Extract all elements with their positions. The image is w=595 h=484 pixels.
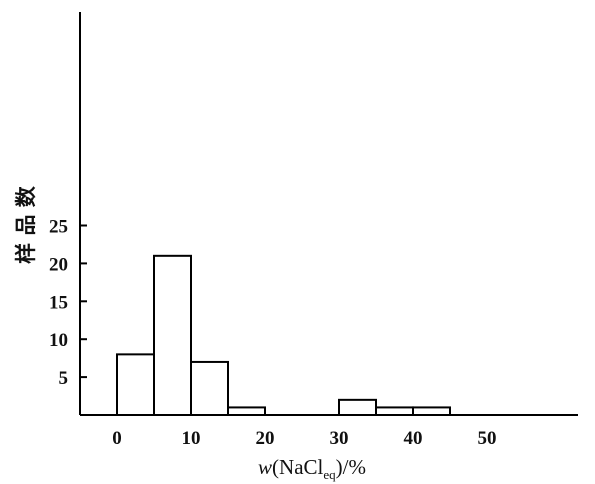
y-tick-label: 25 xyxy=(49,217,68,238)
bars-group xyxy=(117,256,450,415)
x-tick-label: 10 xyxy=(182,428,201,449)
histogram-bar xyxy=(376,407,413,415)
x-ticks-group: 0 10 20 30 40 50 xyxy=(112,428,496,449)
y-tick-label: 20 xyxy=(49,254,68,275)
x-axis-title-subscript: eq xyxy=(323,467,336,482)
histogram-bar xyxy=(154,256,191,415)
x-tick-label: 40 xyxy=(404,428,423,449)
x-axis-title: w(NaCleq)/% xyxy=(258,455,366,482)
y-tick-label: 10 xyxy=(49,330,68,351)
y-tick-label: 15 xyxy=(49,292,68,313)
x-axis-title-prefix: (NaCl xyxy=(272,455,323,479)
histogram-bar xyxy=(339,400,376,415)
x-axis-title-suffix: )/% xyxy=(336,455,366,479)
histogram-bar xyxy=(413,407,450,415)
x-axis-title-variable: w xyxy=(258,455,272,479)
histogram-bar xyxy=(228,407,265,415)
x-tick-label: 30 xyxy=(330,428,349,449)
histogram-bar xyxy=(117,354,154,415)
x-tick-label: 0 xyxy=(112,428,122,449)
x-tick-label: 20 xyxy=(256,428,275,449)
y-axis-title: 样 品 数 xyxy=(14,185,38,264)
y-tick-label: 5 xyxy=(59,368,69,389)
histogram-bar xyxy=(191,362,228,415)
x-tick-label: 50 xyxy=(478,428,497,449)
y-ticks-group: 5 10 15 20 25 xyxy=(49,217,87,390)
